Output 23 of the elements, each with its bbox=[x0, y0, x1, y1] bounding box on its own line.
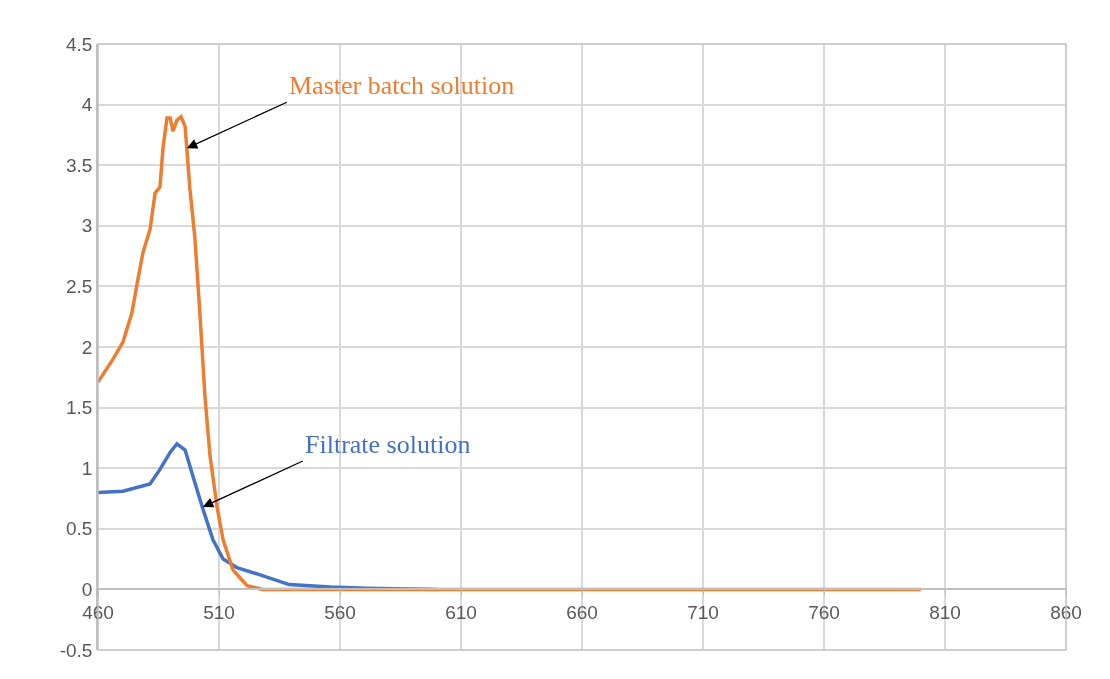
x-tick-label: 660 bbox=[566, 601, 598, 623]
y-tick-label: -0.5 bbox=[59, 639, 93, 661]
annotation: Filtrate solution bbox=[305, 430, 471, 459]
x-tick-label: 760 bbox=[808, 601, 840, 623]
y-tick-label: 0.5 bbox=[66, 518, 93, 540]
y-tick-label: 1.5 bbox=[66, 397, 93, 419]
y-tick-label: 4.5 bbox=[66, 33, 93, 55]
line-series bbox=[98, 114, 923, 592]
x-tick-label: 710 bbox=[687, 601, 719, 623]
x-tick-label: 610 bbox=[445, 601, 477, 623]
x-tick-label: 460 bbox=[82, 601, 114, 623]
x-tick-label: 810 bbox=[929, 601, 961, 623]
y-tick-label: 2.5 bbox=[66, 276, 93, 298]
y-tick-label: 4 bbox=[81, 94, 93, 116]
y-tick-label: 3 bbox=[81, 215, 93, 237]
annotation: Master batch solution bbox=[289, 71, 515, 100]
y-tick-label: 3.5 bbox=[66, 154, 93, 176]
x-tick-label: 560 bbox=[324, 601, 356, 623]
y-tick-label: 0 bbox=[81, 579, 93, 601]
x-tick-label: 510 bbox=[203, 601, 235, 623]
x-tick-label: 860 bbox=[1050, 601, 1082, 623]
y-tick-label: 1 bbox=[81, 457, 93, 479]
y-tick-label: 2 bbox=[81, 336, 93, 358]
